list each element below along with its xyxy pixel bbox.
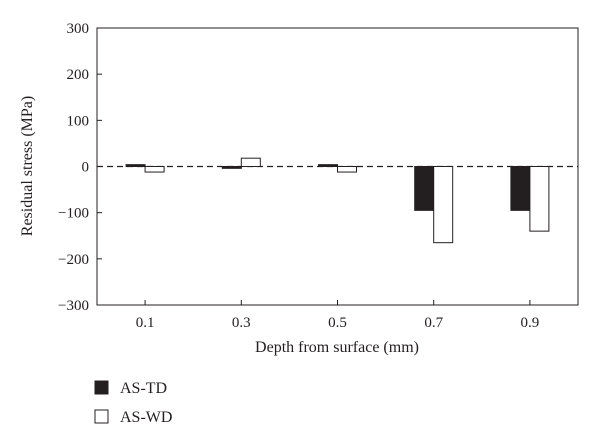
bar-as-td-0-7	[414, 166, 435, 211]
y-axis-title: Residual stress (MPa)	[19, 96, 36, 236]
bar-as-td-0-5	[318, 164, 338, 168]
x-axis: 0.1 0.3 0.5 0.7 0.9	[136, 300, 540, 331]
bar-as-wd-0-7	[433, 166, 454, 244]
legend: AS-TD AS-WD	[94, 380, 172, 426]
y-tick-label: 200	[67, 67, 90, 83]
legend-swatch-as-td	[94, 380, 109, 395]
x-tick-label: 0.9	[521, 315, 540, 331]
x-tick-label: 0.3	[232, 315, 251, 331]
y-tick-label: 100	[67, 113, 90, 129]
y-tick-label: −100	[58, 206, 89, 222]
bar-as-wd-0-5	[337, 166, 357, 173]
bars-group	[125, 157, 550, 244]
bar-as-td-0-9	[510, 166, 531, 211]
legend-label-as-wd: AS-WD	[120, 409, 172, 426]
x-tick-label: 0.1	[136, 315, 155, 331]
y-tick-label: 300	[67, 21, 90, 37]
y-tick-label: 0	[82, 160, 90, 176]
y-tick-label: −200	[58, 252, 89, 268]
legend-swatch-as-wd	[94, 409, 109, 424]
legend-label-as-td: AS-TD	[120, 380, 167, 397]
y-tick-label: −300	[58, 298, 89, 314]
bar-as-wd-0-1	[144, 166, 165, 173]
bar-as-td-0-1	[125, 164, 146, 168]
bar-as-td-0-3	[221, 166, 242, 169]
bar-as-wd-0-3	[240, 157, 261, 168]
bar-as-wd-0-9	[529, 166, 550, 232]
x-tick-label: 0.5	[328, 315, 347, 331]
y-axis: 300 200 100 0 −100 −200 −300	[58, 21, 102, 314]
x-tick-label: 0.7	[424, 315, 443, 331]
x-axis-title: Depth from surface (mm)	[255, 339, 419, 356]
